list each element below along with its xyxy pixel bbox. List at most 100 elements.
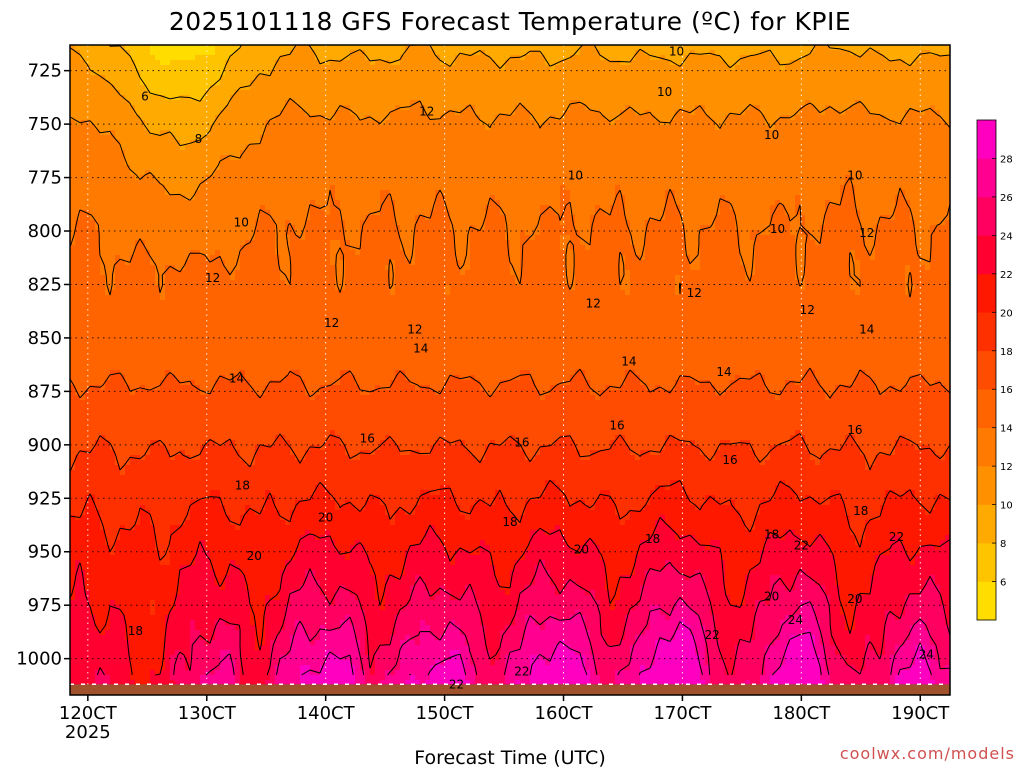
temperature-cell (425, 105, 466, 111)
colorbar-label: 10 (1000, 501, 1013, 512)
temperature-cell (930, 250, 950, 256)
temperature-cell (440, 585, 446, 591)
temperature-cell (705, 630, 716, 636)
temperature-cell (820, 230, 861, 236)
temperature-cell (595, 665, 631, 671)
temperature-cell (765, 645, 786, 651)
temperature-cell (385, 585, 411, 591)
temperature-cell (420, 640, 466, 646)
temperature-cell (555, 645, 571, 651)
temperature-cell (70, 240, 76, 246)
temperature-cell (600, 675, 616, 681)
contour-label: 12 (324, 316, 339, 330)
temperature-cell (535, 580, 551, 586)
temperature-cell (390, 290, 396, 296)
temperature-cell (520, 270, 566, 276)
temperature-cell (135, 175, 141, 181)
temperature-cell (675, 200, 721, 206)
temperature-cell (825, 540, 856, 546)
temperature-cell (825, 210, 861, 216)
temperature-cell (530, 110, 566, 116)
temperature-cell (915, 560, 950, 566)
temperature-cell (125, 470, 950, 476)
temperature-cell (875, 460, 950, 466)
temperature-cell (90, 595, 176, 601)
temperature-cell (115, 540, 156, 546)
temperature-cell (210, 550, 296, 556)
temperature-cell (225, 585, 246, 591)
temperature-cell (805, 440, 846, 446)
temperature-cell (70, 250, 101, 256)
temperature-cell (70, 390, 76, 396)
temperature-cell (900, 190, 906, 196)
temperature-cell (685, 235, 701, 241)
temperature-cell (790, 485, 950, 491)
temperature-cell (75, 595, 91, 601)
temperature-cell (700, 620, 716, 626)
temperature-cell (855, 625, 886, 631)
temperature-cell (845, 110, 871, 116)
temperature-cell (795, 270, 806, 276)
temperature-cell (800, 200, 826, 206)
temperature-cell (820, 630, 831, 636)
temperature-cell (655, 115, 676, 121)
temperature-cell (865, 530, 950, 536)
temperature-cell (75, 45, 126, 51)
temperature-cell (465, 640, 486, 646)
temperature-cell (470, 680, 476, 686)
temperature-cell (630, 655, 656, 661)
temperature-cell (725, 560, 761, 566)
temperature-cell (940, 600, 950, 606)
temperature-cell (150, 680, 176, 686)
temperature-cell (645, 570, 681, 576)
temperature-cell (910, 200, 950, 206)
temperature-cell (250, 615, 266, 621)
temperature-cell (630, 290, 676, 296)
temperature-cell (120, 90, 151, 96)
temperature-cell (90, 65, 136, 71)
temperature-cell (490, 195, 496, 201)
temperature-cell (590, 505, 596, 511)
temperature-cell (590, 220, 631, 226)
temperature-cell (165, 660, 171, 666)
temperature-cell (85, 510, 101, 516)
temperature-cell (735, 645, 766, 651)
temperature-cell (645, 665, 651, 671)
temperature-cell (395, 205, 436, 211)
temperature-cell (120, 255, 131, 261)
temperature-cell (465, 660, 471, 666)
temperature-cell (660, 450, 701, 456)
temperature-cell (385, 435, 391, 441)
temperature-cell (860, 285, 906, 291)
temperature-cell (785, 530, 796, 536)
temperature-cell (150, 260, 186, 266)
temperature-cell (110, 290, 161, 296)
temperature-cell (425, 580, 501, 586)
temperature-cell (685, 575, 691, 581)
temperature-cell (570, 615, 586, 621)
temperature-cell (410, 675, 416, 681)
temperature-cell (700, 665, 711, 671)
temperature-cell (335, 590, 351, 596)
temperature-cell (930, 665, 941, 671)
temperature-cell (765, 380, 786, 386)
temperature-cell (475, 455, 486, 461)
temperature-cell (700, 450, 716, 456)
temperature-cell (905, 605, 946, 611)
temperature-cell (115, 255, 121, 261)
temperature-cell (630, 225, 646, 231)
temperature-cell (250, 590, 281, 596)
temperature-cell (630, 610, 651, 616)
temperature-cell (190, 505, 226, 511)
temperature-cell (70, 270, 101, 276)
temperature-cell (375, 60, 391, 66)
temperature-cell (340, 250, 356, 256)
temperature-cell (575, 580, 606, 586)
temperature-cell (125, 260, 131, 266)
temperature-cell (680, 290, 856, 296)
temperature-cell (870, 465, 950, 471)
temperature-cell (350, 105, 396, 111)
temperature-cell (930, 630, 950, 636)
temperature-cell (190, 655, 221, 661)
